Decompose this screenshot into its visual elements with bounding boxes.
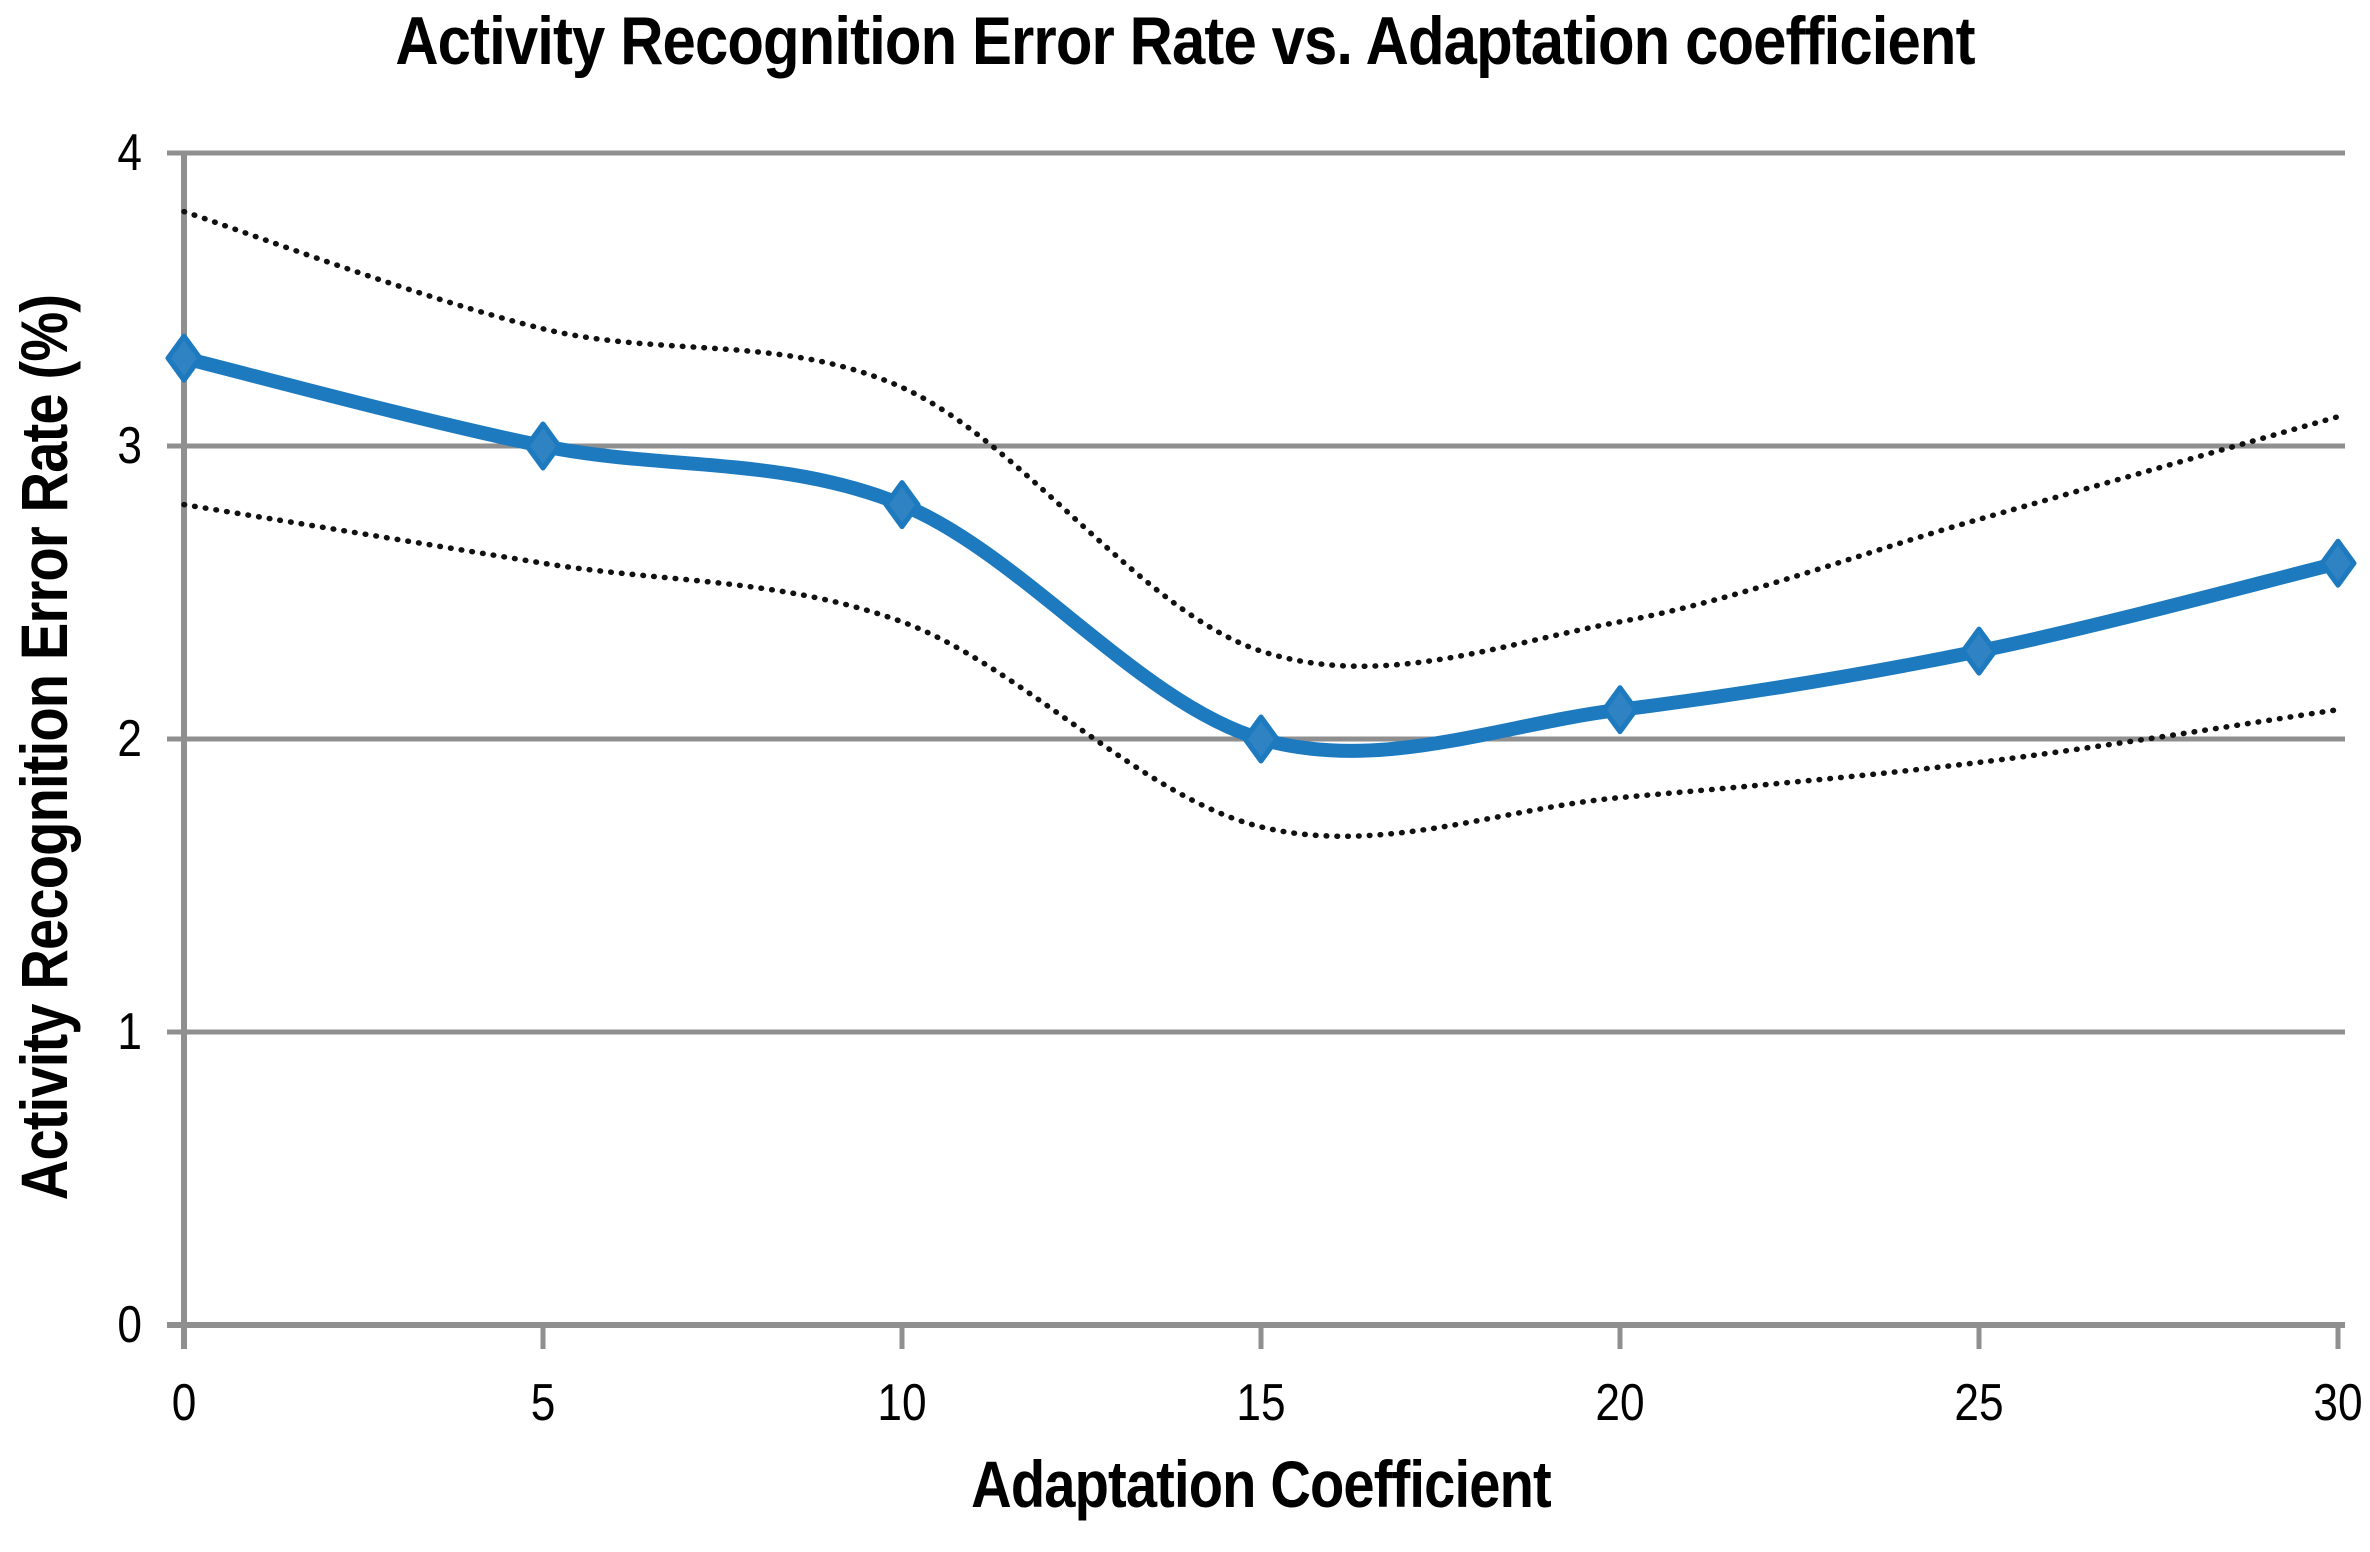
x-tick-label: 20 [1595,1374,1645,1432]
x-tick-label: 0 [171,1374,197,1432]
data-point-marker-x25 [1960,626,1998,676]
chart-title: Activity Recognition Error Rate vs. Adap… [395,3,1975,79]
x-tick-label: 30 [2313,1374,2363,1432]
series-line-0 [177,351,2345,758]
data-point-marker-x20 [1601,685,1639,735]
x-tick-label: 15 [1236,1374,1286,1432]
data-point-marker-x5 [524,421,562,471]
y-tick-label: 3 [117,417,142,475]
x-tick-label: 10 [877,1374,927,1432]
series-dotted-1 [181,208,2341,669]
series-dotted-2 [181,501,2341,839]
y-tick-label: 2 [117,710,142,768]
x-tick-label: 25 [1954,1374,2004,1432]
y-tick-label: 4 [117,124,142,182]
x-axis-title: Adaptation Coefficient [971,1447,1552,1521]
y-tick-label: 0 [117,1296,142,1354]
data-point-marker-x30 [2319,538,2357,588]
y-tick-label: 1 [117,1003,142,1061]
data-point-marker-x0 [165,333,203,383]
data-point-marker-x15 [1242,714,1280,764]
data-point-marker-x10 [883,480,921,530]
x-tick-label: 5 [530,1374,556,1432]
